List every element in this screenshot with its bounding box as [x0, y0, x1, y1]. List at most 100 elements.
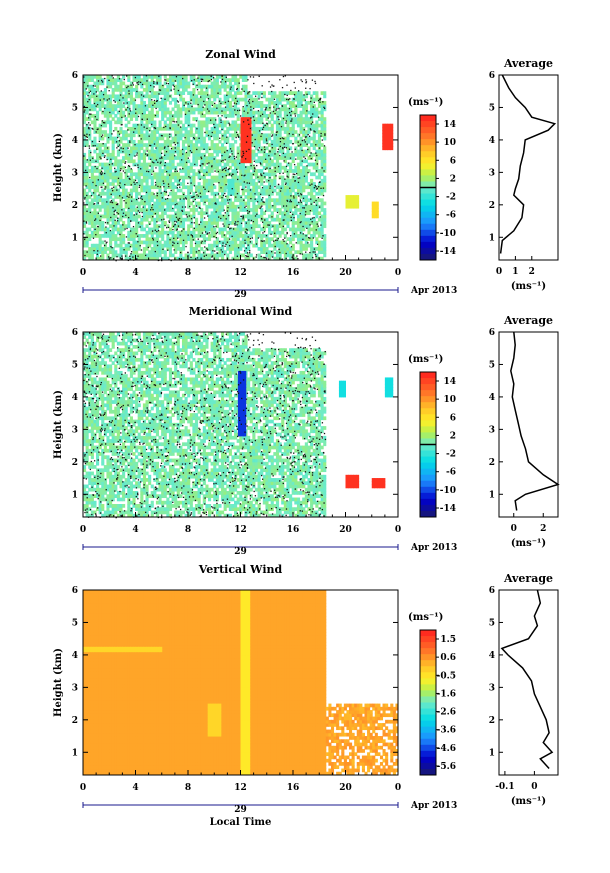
heatmap-cell: [205, 221, 209, 225]
heatmap-cell: [226, 204, 230, 209]
contour-mark: [286, 114, 288, 117]
contour-mark: [309, 117, 312, 119]
heatmap-cell: [155, 234, 160, 238]
contour-mark: [139, 226, 141, 228]
heatmap-cell: [197, 250, 201, 255]
contour-mark: [162, 84, 164, 87]
heatmap-cell: [202, 120, 206, 125]
contour-mark: [215, 119, 217, 121]
heatmap-cell: [171, 126, 175, 131]
heatmap-cell: [106, 75, 110, 79]
heatmap-cell: [161, 117, 165, 121]
heatmap-cell: [142, 165, 146, 170]
heatmap-cell: [119, 211, 123, 216]
contour-mark: [95, 184, 97, 187]
contour-mark: [277, 116, 279, 118]
contour-mark: [229, 148, 232, 150]
contour-mark: [203, 217, 206, 219]
contour-mark: [269, 177, 271, 179]
heatmap-cell: [176, 143, 180, 147]
heatmap-cell: [278, 130, 282, 134]
heatmap-cell: [148, 120, 152, 125]
heatmap-cell: [83, 107, 87, 112]
contour-mark: [193, 137, 195, 139]
contour-mark: [226, 149, 228, 152]
contour-mark: [89, 109, 91, 111]
heatmap-cell: [85, 143, 89, 147]
heatmap-cell: [317, 139, 322, 144]
heatmap-cell: [315, 94, 319, 99]
heatmap-cell: [90, 87, 94, 92]
contour-mark: [132, 84, 134, 86]
heatmap-cell: [221, 165, 225, 170]
heatmap-cell: [163, 75, 167, 79]
heatmap-cell: [111, 87, 115, 92]
heatmap-cell: [223, 178, 227, 183]
heatmap-cell: [93, 188, 97, 193]
contour-mark: [272, 191, 274, 193]
heatmap-cell: [254, 214, 259, 219]
contour-mark: [241, 88, 243, 90]
heatmap-cell: [210, 143, 214, 147]
heatmap-cell: [205, 146, 209, 151]
heatmap-cell: [247, 234, 251, 238]
heatmap-cell: [273, 243, 277, 248]
heatmap-cell: [145, 165, 149, 170]
heatmap-cell: [122, 224, 126, 229]
contour-mark: [189, 192, 192, 194]
heatmap-cell: [127, 256, 131, 261]
heatmap-cell: [103, 175, 107, 180]
contour-mark: [221, 176, 224, 178]
heatmap-cell: [158, 100, 162, 105]
heatmap-cell: [90, 107, 94, 112]
contour-mark: [120, 147, 122, 149]
heatmap-cell: [153, 201, 157, 206]
contour-mark: [85, 222, 88, 224]
heatmap-cell: [202, 201, 206, 206]
heatmap-cell: [244, 240, 248, 245]
heatmap-cell: [166, 172, 170, 177]
contour-mark: [292, 176, 295, 178]
contour-mark: [125, 236, 128, 238]
contour-mark: [178, 257, 180, 260]
heatmap-cell: [189, 130, 193, 134]
heatmap-cell: [85, 237, 89, 242]
heatmap-cell: [192, 123, 196, 128]
contour-mark: [170, 89, 172, 91]
heatmap-cell: [96, 243, 100, 248]
heatmap-cell: [257, 143, 261, 147]
contour-mark: [221, 251, 224, 253]
heatmap-cell: [226, 139, 230, 144]
heatmap-cell: [98, 250, 102, 255]
heatmap-cell: [323, 165, 327, 170]
heatmap-cell: [208, 130, 212, 134]
contour-mark: [103, 156, 106, 159]
heatmap-cell: [171, 191, 175, 196]
heatmap-cell: [215, 204, 219, 209]
heatmap-cell: [192, 159, 196, 164]
heatmap-cell: [265, 146, 269, 151]
heatmap-cell: [129, 169, 133, 173]
heatmap-cell: [241, 162, 245, 167]
contour-mark: [283, 160, 285, 162]
heatmap-cell: [140, 185, 144, 190]
heatmap-cell: [148, 211, 152, 216]
heatmap-cell: [226, 195, 230, 199]
heatmap-cell: [176, 110, 180, 115]
heatmap-cell: [83, 100, 87, 105]
contour-mark: [167, 233, 169, 236]
heatmap-cell: [140, 221, 144, 225]
heatmap-cell: [124, 156, 128, 160]
heatmap-cell: [310, 253, 314, 258]
heatmap-cell: [265, 123, 269, 128]
heatmap-cell: [166, 87, 170, 92]
contour-mark: [152, 239, 155, 241]
heatmap-cell: [83, 217, 87, 222]
heatmap-cell: [140, 165, 144, 170]
heatmap-cell: [163, 188, 167, 193]
heatmap-cell: [106, 204, 110, 209]
contour-mark: [323, 170, 325, 172]
contour-mark: [122, 224, 124, 226]
contour-mark: [236, 224, 238, 226]
contour-mark: [314, 80, 316, 83]
